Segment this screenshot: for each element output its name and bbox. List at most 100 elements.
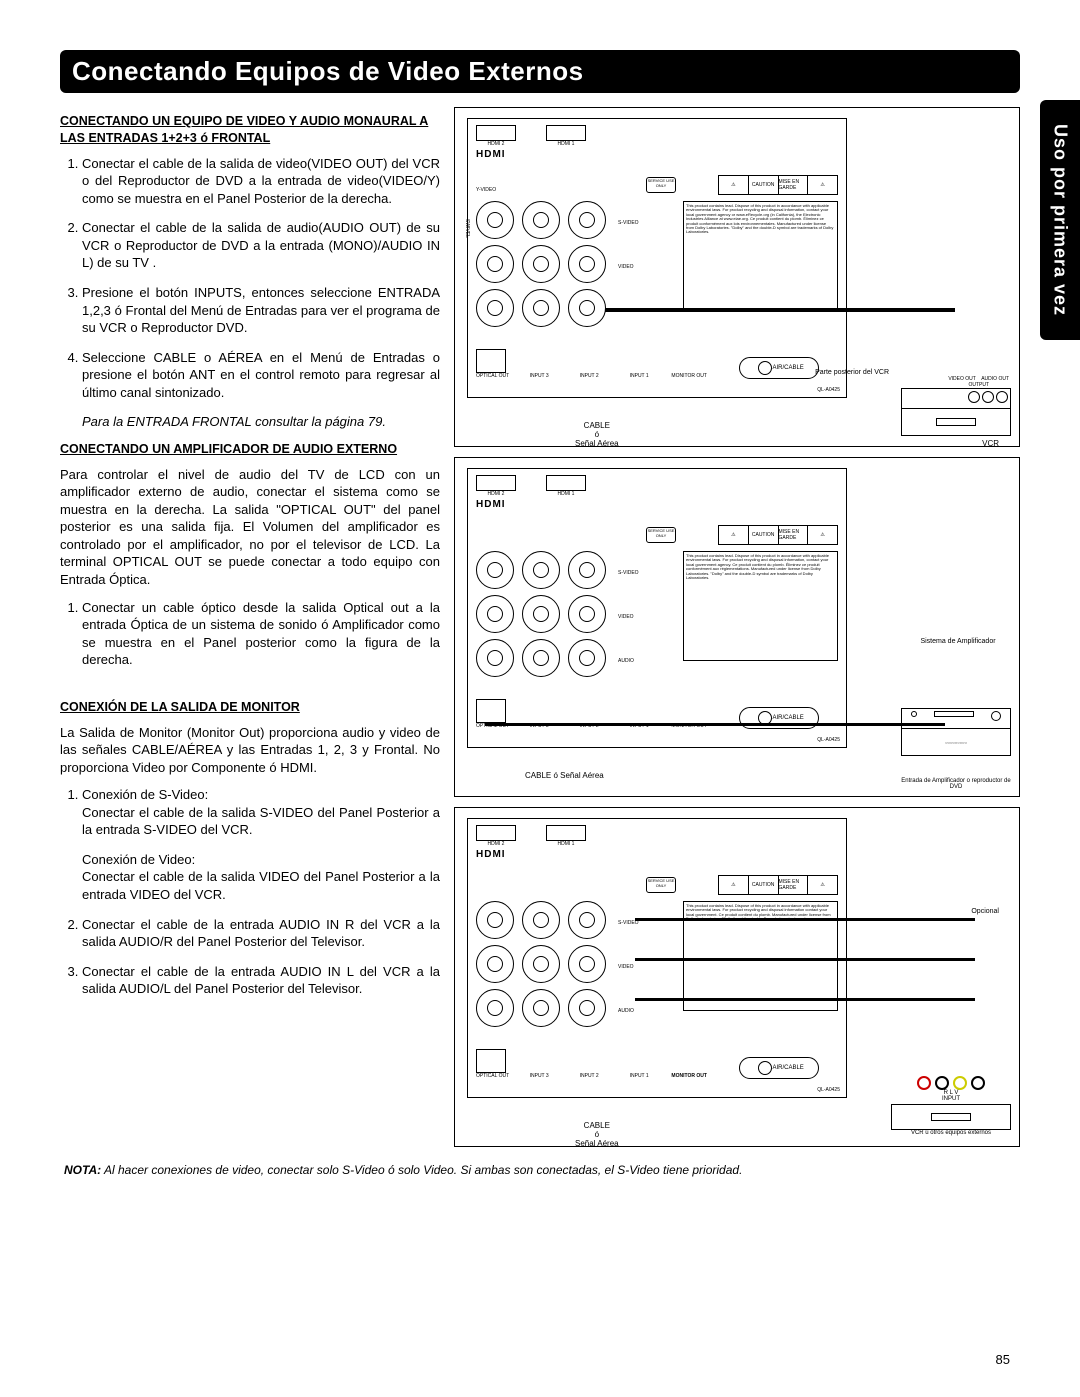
amp-label: Sistema de Amplificador [903,638,1013,645]
video-label: VIDEO [618,945,678,989]
diagram-monitor-out: HDMI 2 HDMI 1 HDMI SERVICE USE ONLY ⚠ CA… [454,807,1020,1147]
input1-label: INPUT 1 [619,1073,659,1079]
side-tab: Uso por primera vez [1040,100,1080,340]
vcr-back-label: Parte posterior del VCR [815,369,889,376]
hdmi2-port [476,475,516,491]
jack [522,551,560,589]
jack-grid [476,201,608,329]
diagram-column: HDMI 2 HDMI 1 HDMI SERVICE USE ONLY ⚠ CA… [454,107,1020,1147]
jack [568,289,606,327]
aircable-label: AIR/CABLE [772,1065,803,1071]
list-item: Presione el botón INPUTS, entonces selec… [82,284,440,337]
rca-svideo-icon [971,1076,985,1090]
slot-icon [936,418,976,426]
hdmi1-port [546,825,586,841]
caution-label: ⚠ CAUTION MISE EN GARDE ⚠ [718,175,838,195]
compliance-text: This product contains lead. Dispose of t… [683,201,838,311]
hdmi2-label: HDMI 2 [476,841,516,847]
jack [522,201,560,239]
jack [522,989,560,1027]
list-item: Seleccione CABLE o AÉREA en el Menú de E… [82,349,440,402]
triangle-icon: ⚠ [719,876,749,894]
hdmi2-label: HDMI 2 [476,491,516,497]
section1-note: Para la ENTRADA FRONTAL consultar la pág… [82,413,440,431]
model-label: QL-A0425 [817,1087,840,1093]
aircable-label: AIR/CABLE [772,715,803,721]
note-text: Al hacer conexiones de video, conectar s… [104,1163,742,1177]
list-item: Conectar el cable de la salida de video(… [82,155,440,208]
knob-icon [911,711,917,717]
list-item: Conectar el cable de la entrada AUDIO IN… [82,963,440,998]
caution-text: CAUTION [749,876,779,894]
wire-icon [635,918,975,921]
section3-heading: CONEXIÓN DE LA SALIDA DE MONITOR [60,699,440,716]
svideo-label: S-VIDEO [618,901,678,945]
jack [476,639,514,677]
optical-port [476,699,506,723]
item-lead: Conexión de S-Video: [82,787,208,802]
jack [476,901,514,939]
section1-list: Conectar el cable de la salida de video(… [60,155,440,402]
service-port: SERVICE USE ONLY [646,527,676,543]
audio-label: AUDIO [618,639,678,683]
rca-yellow-icon [953,1076,967,1090]
jack [476,201,514,239]
hdmi2-label: HDMI 2 [476,141,516,147]
jack [522,945,560,983]
output-label: OUTPUT [968,382,989,388]
input2-label: INPUT 2 [569,1073,609,1079]
service-port: SERVICE USE ONLY [646,177,676,193]
section3-intro: La Salida de Monitor (Monitor Out) propo… [60,724,440,777]
triangle-icon: ⚠ [808,176,837,194]
jack-grid [476,551,608,679]
list-item: Conexión de S-Video: Conectar el cable d… [82,786,440,903]
list-item: Conectar el cable de la entrada AUDIO IN… [82,916,440,951]
audio-label: AUDIO [618,989,678,1033]
optical-port [476,1049,506,1073]
aircable-label: AIR/CABLE [772,365,803,371]
coax-icon [758,361,772,375]
svideo-label: S-VIDEO [618,201,678,245]
jack [476,595,514,633]
hdmi1-label: HDMI 1 [546,141,586,147]
tv-back-panel: HDMI 2 HDMI 1 HDMI SERVICE USE ONLY ⚠ CA… [467,118,847,398]
amplifier-device: ○○○○○○○○○ [901,708,1011,756]
wire-icon [635,998,975,1001]
jack [476,551,514,589]
swivel-label: SWIVEL [464,219,470,238]
aircable-port: AIR/CABLE [739,357,819,379]
input3-label: INPUT 3 [519,373,559,379]
caution-text: CAUTION [749,526,779,544]
list-item: Conectar el cable de la salida de audio(… [82,219,440,272]
jack [568,201,606,239]
cable-label: CABLE ó Señal Aérea [575,1121,619,1147]
service-port: SERVICE USE ONLY [646,877,676,893]
coax-icon [758,1061,772,1075]
optical-label: OPTICAL OUT [476,373,509,379]
row-labels: S-VIDEO VIDEO AUDIO [618,551,678,683]
model-label: QL-A0425 [817,737,840,743]
section2-intro: Para controlar el nivel de audio del TV … [60,466,440,589]
knob-icon [991,711,1001,721]
video-label: VIDEO [618,245,678,289]
cable-senal-label: CABLE ó Señal Aérea [525,771,604,780]
hdmi1-port [546,125,586,141]
monitor-label: MONITOR OUT [669,373,709,379]
section1-heading: CONECTANDO UN EQUIPO DE VIDEO Y AUDIO MO… [60,113,440,147]
jack [476,989,514,1027]
port-icon [982,391,994,403]
vcr-otros-label: VCR ú otros equipos externos [891,1130,1011,1136]
input1-label: INPUT 1 [619,373,659,379]
hdmi-logo: HDMI [476,499,506,510]
hdmi1-label: HDMI 1 [546,491,586,497]
bottom-ports: OPTICAL OUT INPUT 3 INPUT 2 INPUT 1 MONI… [476,329,838,379]
jack [568,945,606,983]
rca-white-icon [935,1076,949,1090]
diagram-amplifier-connection: HDMI 2 HDMI 1 HDMI SERVICE USE ONLY ⚠ CA… [454,457,1020,797]
jack [568,639,606,677]
section2-heading: CONECTANDO UN AMPLIFICADOR DE AUDIO EXTE… [60,441,440,458]
item-lead: Conexión de Video: [82,852,195,867]
bottom-ports: OPTICAL OUT INPUT 3 INPUT 2 INPUT 1 MONI… [476,1029,838,1079]
list-item: Conectar un cable óptico desde la salida… [82,599,440,669]
input3-label: INPUT 3 [519,1073,559,1079]
